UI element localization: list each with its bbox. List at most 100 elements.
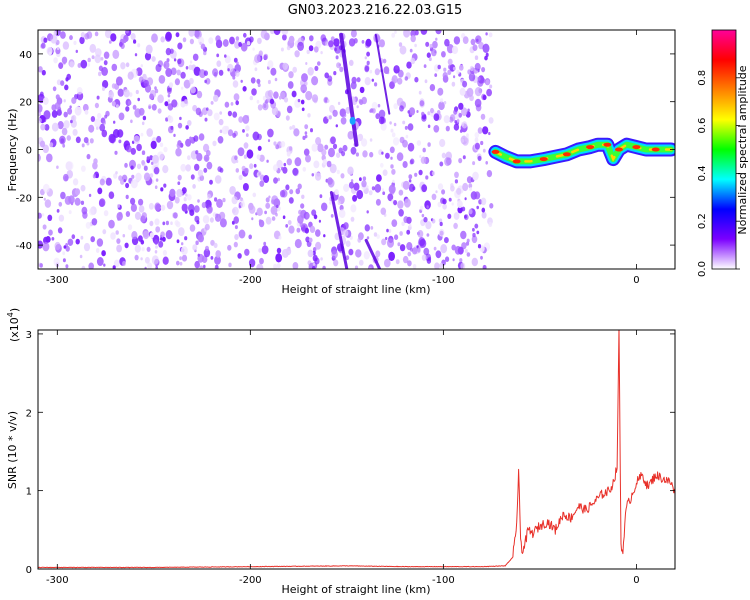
noise-blob [148, 105, 151, 110]
noise-blob [162, 165, 169, 174]
noise-blob [158, 75, 166, 84]
noise-blob [366, 60, 370, 66]
noise-blob [148, 202, 154, 210]
noise-blob [38, 240, 44, 249]
noise-blob [312, 262, 316, 266]
noise-blob [347, 130, 354, 140]
noise-blob [268, 195, 271, 199]
noise-blob [409, 247, 413, 252]
noise-blob [158, 240, 164, 248]
noise-blob [309, 35, 314, 42]
noise-blob [437, 64, 441, 70]
noise-blob [404, 125, 408, 130]
noise-blob [219, 111, 223, 115]
noise-blob [203, 50, 207, 56]
noise-blob [377, 103, 381, 108]
spectrogram-x-label: Height of straight line (km) [281, 283, 430, 296]
noise-blob [307, 113, 311, 118]
noise-blob [242, 129, 245, 133]
noise-blob [136, 143, 142, 152]
noise-blob [154, 239, 159, 245]
noise-blob [311, 76, 319, 86]
noise-blob [195, 240, 199, 246]
noise-blob [237, 147, 245, 157]
noise-blob [471, 235, 478, 244]
noise-blob [403, 30, 411, 38]
noise-blob [51, 122, 59, 132]
noise-blob [232, 132, 237, 138]
noise-blob [370, 226, 374, 230]
noise-blob [143, 172, 151, 182]
noise-blob [364, 65, 370, 73]
noise-blob [128, 100, 132, 106]
noise-blob [53, 57, 58, 64]
noise-blob [391, 132, 396, 138]
noise-blob [430, 107, 434, 114]
noise-blob [38, 155, 41, 160]
noise-blob [343, 113, 347, 118]
noise-blob [273, 263, 278, 269]
noise-blob [374, 183, 382, 193]
noise-blob [467, 108, 470, 112]
noise-blob [133, 135, 140, 145]
noise-blob [43, 37, 48, 43]
noise-blob [185, 164, 191, 172]
noise-blob [217, 136, 224, 144]
noise-blob [154, 86, 157, 90]
noise-blob [246, 149, 254, 159]
noise-blob [46, 153, 53, 163]
noise-blob [443, 67, 447, 72]
noise-blob [468, 183, 473, 189]
noise-blob [228, 262, 232, 268]
noise-blob [399, 45, 407, 55]
noise-blob [206, 107, 209, 111]
noise-blob [466, 87, 474, 97]
noise-blob [292, 262, 299, 269]
noise-blob [149, 232, 155, 239]
noise-blob [474, 142, 480, 150]
noise-blob [194, 260, 200, 269]
noise-blob [336, 62, 341, 69]
noise-blob [274, 77, 278, 82]
noise-blob [130, 179, 138, 189]
noise-blob [185, 125, 189, 130]
noise-blob [222, 39, 229, 47]
noise-blob [258, 219, 262, 224]
noise-blob [376, 234, 380, 239]
noise-blob [213, 112, 220, 121]
noise-blob [42, 97, 49, 105]
noise-blob [160, 187, 164, 192]
noise-blob [404, 76, 408, 81]
noise-blob [183, 197, 187, 202]
noise-blob [62, 41, 70, 50]
noise-blob [272, 209, 275, 214]
noise-blob [276, 159, 283, 169]
noise-blob [286, 45, 291, 51]
noise-blob [323, 234, 326, 238]
noise-blob [480, 255, 483, 260]
noise-blob [72, 128, 78, 136]
noise-blob [262, 102, 269, 111]
noise-blob [81, 206, 88, 215]
noise-blob [253, 163, 257, 168]
noise-blob [419, 100, 425, 107]
noise-blob [418, 237, 426, 247]
noise-blob [350, 30, 357, 38]
noise-blob [464, 249, 468, 253]
noise-blob [369, 266, 372, 269]
noise-blob [209, 217, 214, 223]
noise-blob [234, 70, 240, 77]
noise-blob [431, 218, 436, 224]
ridge-peak [615, 147, 623, 152]
snr-series-line [38, 330, 675, 569]
noise-blob [125, 182, 130, 189]
snr-y-tick-label: 0 [26, 565, 32, 576]
noise-blob [489, 84, 493, 89]
noise-blob [89, 43, 97, 53]
noise-blob [162, 249, 167, 256]
noise-blob [130, 147, 136, 155]
noise-blob [488, 221, 493, 227]
noise-blob [257, 145, 262, 151]
noise-blob [375, 250, 381, 258]
